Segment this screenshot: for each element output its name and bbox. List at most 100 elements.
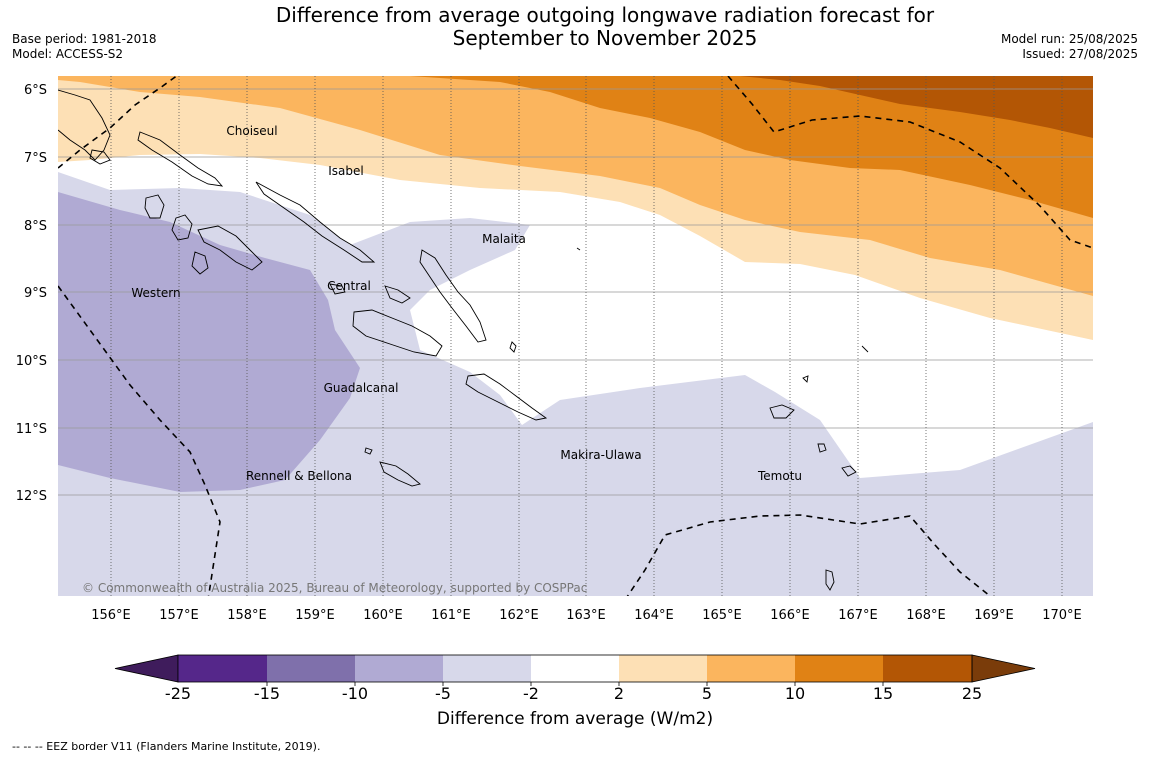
isabel-island: [255, 181, 376, 263]
colorbar-min-extension: [114, 654, 179, 683]
region-label-isabel: Isabel: [328, 164, 363, 178]
colorbar-max-extension: [971, 654, 1036, 683]
region-label-western: Western: [131, 286, 180, 300]
colorbar-tick-2: 2: [614, 684, 624, 703]
colorbar-segment-minus15-minus10: [267, 655, 355, 682]
lon-label-169e: 169°E: [974, 608, 1014, 623]
region-label-choiseul: Choiseul: [226, 124, 277, 138]
new-georgia-group: [197, 225, 263, 271]
lat-label-10s: 10°S: [16, 354, 47, 369]
lon-label-156e: 156°E: [91, 608, 131, 623]
latitude-labels: 6°S 7°S 8°S 9°S 10°S 11°S 12°S: [16, 83, 47, 504]
utupua-island: [841, 465, 857, 477]
region-label-central: Central: [327, 279, 371, 293]
lat-label-11s: 11°S: [16, 422, 47, 437]
shortland-islands: [89, 149, 111, 165]
colorbar-tick-minus5: -5: [435, 684, 451, 703]
zone-minus10-to-minus5: [58, 192, 360, 492]
colorbar-segment-minus5-minus2: [443, 655, 531, 682]
colorbar-segment-10-15: [795, 655, 883, 682]
region-label-temotu: Temotu: [757, 469, 802, 483]
lon-label-162e: 162°E: [499, 608, 539, 623]
colorbar-segment-2-5: [619, 655, 707, 682]
choiseul-island: [137, 131, 224, 187]
colorbar-tick-minus25: -25: [165, 684, 191, 703]
zone-10-to-15: [410, 76, 1093, 218]
region-label-malaita: Malaita: [482, 232, 526, 246]
colorbar-tick-labels: -25 -15 -10 -5 -2 2 5 10 15 25: [165, 684, 982, 703]
guadalcanal-island: [352, 309, 443, 357]
lon-label-157e: 157°E: [159, 608, 199, 623]
rennell-island: [379, 461, 421, 487]
lon-label-160e: 160°E: [363, 608, 403, 623]
map-plot-area: © Commonwealth of Australia 2025, Bureau…: [58, 76, 1093, 596]
meta-right: Model run: 25/08/2025 Issued: 27/08/2025: [1001, 32, 1138, 62]
lon-label-163e: 163°E: [566, 608, 606, 623]
lon-label-161e: 161°E: [431, 608, 471, 623]
colorbar-tick-15: 15: [873, 684, 893, 703]
lat-label-8s: 8°S: [24, 219, 47, 234]
colorbar-tick-minus2: -2: [523, 684, 539, 703]
title-line-1: Difference from average outgoing longwav…: [275, 3, 935, 27]
lat-label-9s: 9°S: [24, 286, 47, 301]
meta-left: Base period: 1981-2018 Model: ACCESS-S2: [12, 32, 157, 62]
region-label-guadalcanal: Guadalcanal: [324, 381, 399, 395]
reef-islands: [802, 375, 809, 383]
bougainville-coast: [58, 89, 111, 161]
colorbar-segment-minus25-minus15: [178, 655, 267, 682]
eez-border-southwest: [58, 285, 221, 596]
lat-label-6s: 6°S: [24, 83, 47, 98]
tikopia-island: [825, 569, 835, 591]
bellona-island: [364, 447, 373, 455]
colorbar-segment-minus10-minus5: [355, 655, 443, 682]
colorbar-tick-10: 10: [785, 684, 805, 703]
lat-label-7s: 7°S: [24, 151, 47, 166]
lon-label-166e: 166°E: [770, 608, 810, 623]
longitude-labels: 156°E 157°E 158°E 159°E 160°E 161°E 162°…: [91, 608, 1082, 623]
model-run-text: Model run: 25/08/2025: [1000, 32, 1138, 46]
eez-borders: [58, 76, 1093, 596]
eez-border-northeast: [727, 76, 1093, 249]
zone-minus5-to-minus2: [58, 172, 1093, 596]
new-georgia-island: [171, 214, 193, 241]
lon-label-164e: 164°E: [634, 608, 674, 623]
lon-label-170e: 170°E: [1042, 608, 1082, 623]
colorbar-tick-5: 5: [702, 684, 712, 703]
santa-cruz-island: [769, 404, 795, 419]
colorbar-label: Difference from average (W/m2): [436, 709, 714, 729]
colorbar-ticks: [266, 682, 884, 686]
ontong-java-islet: [576, 247, 581, 251]
region-label-rennell-bellona: Rennell & Bellona: [246, 469, 352, 483]
base-period-text: Base period: 1981-2018: [12, 32, 157, 46]
colorbar-frame: [177, 654, 973, 683]
eez-border-northwest: [58, 76, 178, 169]
rendova-island: [191, 251, 209, 275]
region-labels: Choiseul Isabel Malaita Western Central …: [131, 124, 802, 483]
chart-title: Difference from average outgoing longwav…: [190, 4, 1020, 50]
model-text: Model: ACCESS-S2: [12, 47, 124, 61]
colorbar-segment-15-25: [883, 655, 972, 682]
colorbar: -25 -15 -10 -5 -2 2 5 10 15 25: [114, 654, 1036, 703]
sikaiana-islet: [861, 345, 869, 353]
lon-label-159e: 159°E: [295, 608, 335, 623]
vella-lavella-island: [144, 194, 165, 219]
issued-text: Issued: 27/08/2025: [1022, 47, 1138, 61]
colorbar-tick-minus15: -15: [254, 684, 280, 703]
region-label-makira-ulawa: Makira-Ulawa: [560, 448, 641, 462]
vanikoro-island: [817, 443, 827, 453]
russell-islands: [329, 283, 346, 295]
colorbar-segment-5-10: [707, 655, 795, 682]
lat-label-12s: 12°S: [16, 489, 47, 504]
coastlines: [58, 89, 869, 591]
zone-15-to-25: [740, 76, 1093, 138]
title-line-2: September to November 2025: [452, 26, 758, 50]
colorbar-tick-minus10: -10: [342, 684, 368, 703]
latitude-gridlines: [58, 88, 1093, 496]
lon-label-167e: 167°E: [838, 608, 878, 623]
eez-footnote: -- -- -- EEZ border V11 (Flanders Marine…: [12, 740, 321, 753]
copyright-text: © Commonwealth of Australia 2025, Bureau…: [82, 581, 587, 595]
eez-border-south: [626, 514, 992, 596]
makira-island: [465, 373, 548, 421]
malaita-island: [419, 249, 487, 343]
